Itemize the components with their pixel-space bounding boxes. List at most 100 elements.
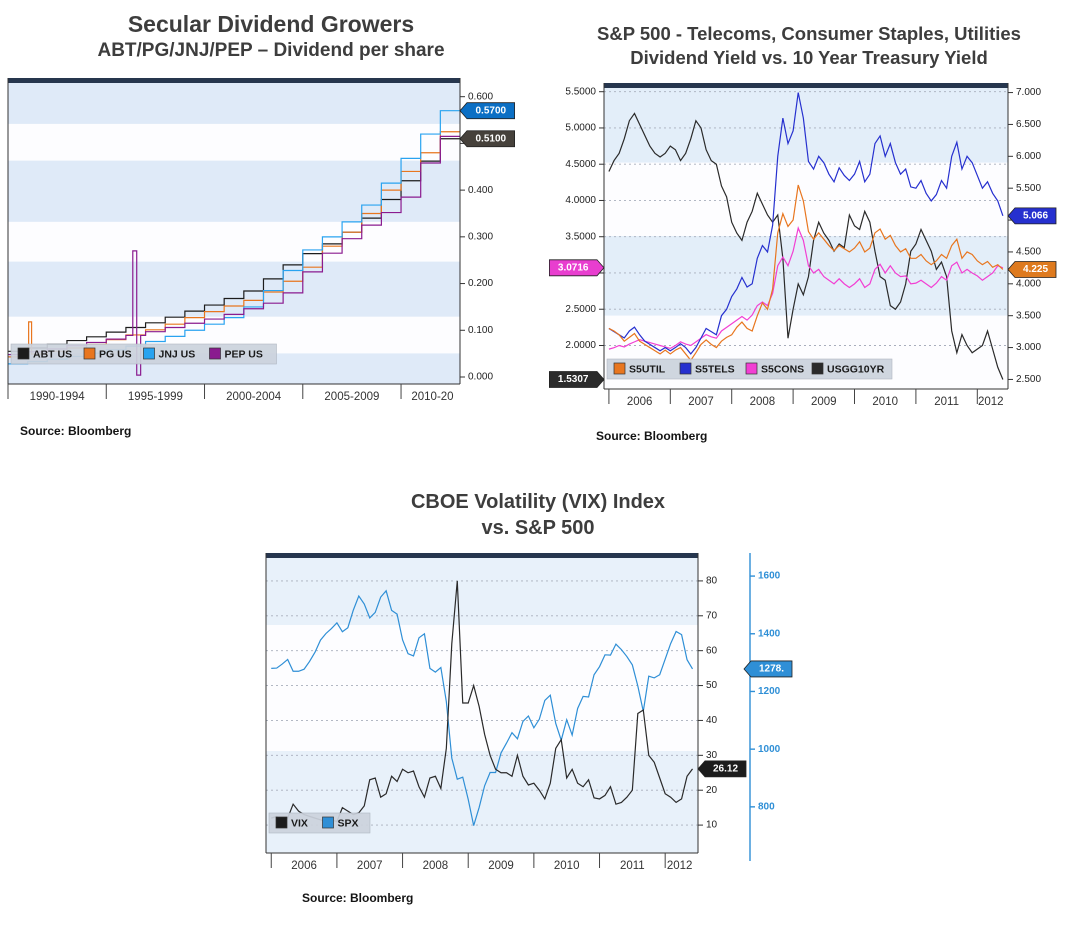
svg-text:2009: 2009: [488, 860, 514, 872]
svg-text:2008: 2008: [750, 396, 776, 408]
svg-text:2000-2004: 2000-2004: [226, 391, 282, 403]
dividend-per-share-chart: 1990-1994 1995-1999 2000-2004 2005-2009 2010…: [7, 77, 515, 403]
vix-vs-sp500-chart: 2006 2007 2008 2009 2010 2011 2012807060504030…: [265, 553, 793, 872]
chart-card-dividend-growers: Secular Dividend Growers ABT/PG/JNJ/PEP …: [2, 10, 540, 438]
chart-subtitle: vs. S&P 500: [481, 516, 595, 539]
svg-text:PG US: PG US: [99, 348, 132, 360]
svg-text:80: 80: [706, 576, 718, 587]
svg-text:0.5700: 0.5700: [476, 105, 507, 116]
chart-subtitle: ABT/PG/JNJ/PEP – Dividend per share: [97, 40, 445, 62]
svg-text:30: 30: [706, 750, 718, 761]
price-tag-1278.: 1278.: [743, 660, 793, 678]
svg-text:1995-1999: 1995-1999: [128, 391, 183, 403]
svg-text:0.000: 0.000: [468, 371, 493, 382]
svg-text:2006: 2006: [627, 396, 653, 408]
svg-text:S5TELS: S5TELS: [695, 364, 735, 376]
svg-text:800: 800: [758, 802, 775, 813]
svg-text:4.0000: 4.0000: [565, 195, 596, 206]
svg-text:5.500: 5.500: [1016, 183, 1041, 194]
price-tag-4.225: 4.225: [1007, 261, 1057, 279]
svg-text:60: 60: [706, 646, 718, 657]
chart-title: CBOE Volatility (VIX) Index: [410, 491, 666, 513]
svg-text:2006: 2006: [291, 860, 317, 872]
svg-text:PEP US: PEP US: [225, 348, 263, 360]
svg-text:2010: 2010: [554, 860, 580, 872]
svg-text:10: 10: [706, 820, 718, 831]
svg-text:1600: 1600: [758, 571, 781, 582]
svg-text:4.225: 4.225: [1023, 264, 1048, 275]
svg-text:70: 70: [706, 611, 718, 622]
svg-text:S5CONS: S5CONS: [761, 364, 804, 376]
svg-text:3.0716: 3.0716: [558, 263, 589, 274]
series-s5cons: [608, 226, 1004, 351]
svg-text:6.500: 6.500: [1016, 119, 1041, 130]
svg-text:0.200: 0.200: [468, 278, 493, 289]
svg-text:1990-1994: 1990-1994: [30, 391, 86, 403]
svg-text:SPX: SPX: [338, 817, 359, 829]
price-tag-26.12: 26.12: [697, 760, 747, 778]
series-vix: [271, 581, 694, 823]
svg-text:5.5000: 5.5000: [565, 87, 596, 98]
svg-text:ABT US: ABT US: [33, 348, 72, 360]
source-label: Source: Bloomberg: [20, 423, 132, 438]
svg-text:2.0000: 2.0000: [565, 340, 596, 351]
svg-text:0.300: 0.300: [468, 231, 493, 242]
series-s5tels: [608, 92, 1004, 356]
price-tag-5.066: 5.066: [1007, 207, 1057, 225]
legend: ABT US PG US JNJ US PEP US: [10, 343, 277, 365]
legend: VIX SPX: [268, 812, 371, 834]
chart-card-yield-comparison: S&P 500 - Telecoms, Consumer Staples, Ut…: [548, 22, 1070, 443]
svg-text:2011: 2011: [620, 860, 645, 872]
svg-text:0.100: 0.100: [468, 325, 493, 336]
svg-text:40: 40: [706, 715, 718, 726]
svg-text:7.000: 7.000: [1016, 88, 1041, 99]
svg-text:2009: 2009: [811, 396, 837, 408]
svg-text:2012: 2012: [667, 860, 693, 872]
svg-text:2.500: 2.500: [1016, 374, 1041, 385]
svg-text:0.5100: 0.5100: [476, 133, 507, 144]
svg-text:2007: 2007: [688, 396, 714, 408]
svg-text:2008: 2008: [423, 860, 449, 872]
price-tag-0.5100: 0.5100: [459, 130, 515, 147]
svg-text:JNJ US: JNJ US: [159, 348, 196, 360]
svg-text:1278.: 1278.: [759, 664, 784, 675]
svg-text:0.400: 0.400: [468, 185, 493, 196]
svg-text:5.066: 5.066: [1023, 211, 1048, 222]
chart-card-vix-spx: CBOE Volatility (VIX) Index vs. S&P 500 …: [228, 490, 848, 905]
svg-text:0.600: 0.600: [468, 91, 493, 102]
svg-text:1000: 1000: [758, 744, 781, 755]
svg-text:2012: 2012: [978, 396, 1004, 408]
series-pep-us: [8, 135, 460, 376]
svg-text:1200: 1200: [758, 686, 781, 697]
svg-text:2.5000: 2.5000: [565, 304, 596, 315]
svg-text:3.500: 3.500: [1016, 311, 1041, 322]
svg-text:2007: 2007: [357, 860, 383, 872]
dividend-yield-vs-treasury-chart: 2006 2007 2008 2009 2010 2011 2012 5.5000 5.0000…: [548, 83, 1057, 408]
svg-text:4.5000: 4.5000: [565, 159, 596, 170]
svg-text:3.000: 3.000: [1016, 343, 1041, 354]
svg-text:4.500: 4.500: [1016, 247, 1041, 258]
chart-title: S&P 500 - Telecoms, Consumer Staples, Ut…: [597, 23, 1021, 44]
svg-text:5.0000: 5.0000: [565, 123, 596, 134]
svg-text:USGG10YR: USGG10YR: [827, 364, 885, 376]
svg-text:VIX: VIX: [291, 817, 308, 829]
series-spx: [271, 589, 694, 826]
source-label: Source: Bloomberg: [596, 429, 708, 444]
source-label: Source: Bloomberg: [302, 891, 414, 906]
svg-text:3.5000: 3.5000: [565, 232, 596, 243]
svg-text:2010-20: 2010-20: [411, 391, 453, 403]
chart-title: Secular Dividend Growers: [127, 11, 415, 37]
svg-text:2011: 2011: [934, 396, 959, 408]
svg-text:1.5307: 1.5307: [558, 375, 589, 386]
price-tag-3.0716: 3.0716: [548, 259, 605, 277]
svg-text:1400: 1400: [758, 629, 781, 640]
svg-text:2005-2009: 2005-2009: [324, 391, 379, 403]
svg-text:6.000: 6.000: [1016, 151, 1041, 162]
svg-text:20: 20: [706, 785, 718, 796]
legend: S5UTIL S5TELS S5CONS USGG10YR: [606, 359, 893, 380]
series-s5util: [608, 185, 1004, 362]
svg-text:4.000: 4.000: [1016, 279, 1041, 290]
svg-text:S5UTIL: S5UTIL: [629, 364, 666, 376]
chart-subtitle: Dividend Yield vs. 10 Year Treasury Yiel…: [630, 46, 988, 68]
svg-text:26.12: 26.12: [713, 764, 738, 775]
